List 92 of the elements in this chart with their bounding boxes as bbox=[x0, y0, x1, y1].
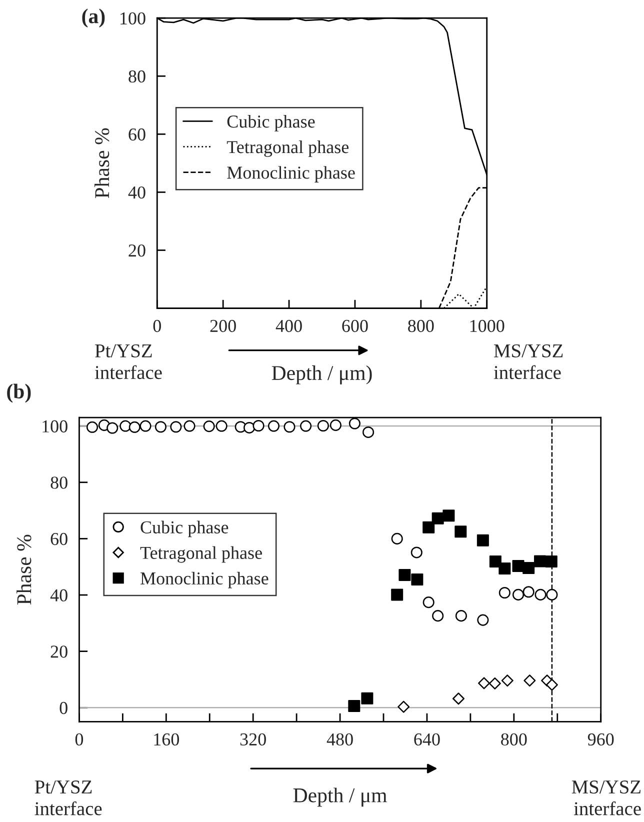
point bbox=[454, 526, 467, 538]
y-tick-label: 20 bbox=[128, 244, 146, 257]
x-tick-label: 320 bbox=[240, 733, 266, 746]
point bbox=[545, 555, 558, 568]
point bbox=[154, 421, 166, 433]
x-tick-label: 0 bbox=[75, 733, 84, 746]
y-tick-label: 100 bbox=[42, 420, 68, 432]
y-tick-label: 40 bbox=[128, 186, 146, 199]
point bbox=[524, 674, 536, 687]
legend-label: Cubic phase bbox=[140, 520, 228, 538]
point bbox=[489, 555, 502, 568]
y-axis-title: Phase % bbox=[16, 534, 32, 605]
legend-label: Cubic phase bbox=[227, 114, 315, 132]
point bbox=[361, 692, 374, 704]
point bbox=[244, 422, 256, 434]
point bbox=[268, 420, 280, 432]
point bbox=[184, 420, 196, 432]
point bbox=[170, 421, 182, 433]
point bbox=[477, 614, 489, 626]
x-tick-label: 160 bbox=[154, 733, 180, 746]
x-axis-title: Depth / μm bbox=[293, 788, 387, 807]
point bbox=[478, 677, 490, 690]
point bbox=[216, 420, 228, 432]
point bbox=[106, 422, 118, 434]
point bbox=[330, 419, 342, 431]
text: MS/YSZ interface bbox=[572, 780, 641, 816]
y-tick-label: 100 bbox=[120, 12, 146, 25]
text: Pt/YSZ interface bbox=[34, 780, 102, 816]
x-tick-label: 0 bbox=[153, 320, 161, 332]
point bbox=[512, 588, 524, 600]
y-tick-label: 20 bbox=[50, 646, 68, 658]
x-tick-label: 600 bbox=[342, 320, 368, 332]
x-tick-label: 960 bbox=[588, 733, 614, 746]
x-tick-label: 640 bbox=[414, 733, 440, 746]
legend-label: Tetragonal phase bbox=[140, 546, 262, 563]
x-tick-label: 800 bbox=[408, 320, 434, 332]
point bbox=[120, 420, 132, 432]
y-tick-label: 60 bbox=[128, 128, 146, 141]
y-tick-label: 80 bbox=[128, 70, 146, 83]
x-tick-label: 1000 bbox=[470, 320, 504, 332]
y-tick-label: 0 bbox=[60, 702, 68, 714]
point bbox=[362, 426, 374, 438]
y-tick-label: 60 bbox=[50, 532, 68, 546]
point bbox=[348, 700, 360, 712]
point bbox=[498, 562, 511, 575]
point bbox=[398, 568, 411, 581]
point bbox=[128, 421, 140, 433]
point bbox=[411, 574, 424, 586]
point bbox=[455, 610, 467, 622]
point bbox=[203, 420, 215, 432]
chart-title: (a) bbox=[82, 8, 105, 28]
point bbox=[488, 677, 501, 690]
point bbox=[498, 586, 510, 599]
point bbox=[442, 510, 455, 522]
point bbox=[422, 596, 434, 608]
point bbox=[422, 521, 435, 534]
x-tick-label: 480 bbox=[326, 733, 353, 746]
x-tick-label: 800 bbox=[501, 733, 527, 746]
point bbox=[398, 700, 410, 713]
point bbox=[476, 534, 489, 546]
point bbox=[317, 420, 329, 432]
legend-label: Monoclinic phase bbox=[227, 166, 355, 182]
point bbox=[522, 586, 534, 598]
point bbox=[432, 512, 444, 524]
x-axis-title: Depth / μm) bbox=[272, 365, 372, 384]
chart-title: (b) bbox=[7, 384, 31, 403]
text: MS/YSZ interface bbox=[494, 344, 563, 380]
point bbox=[534, 588, 546, 600]
point bbox=[252, 420, 264, 432]
point bbox=[300, 420, 312, 432]
point bbox=[534, 555, 546, 568]
legend-label: Tetragonal phase bbox=[226, 140, 349, 157]
point bbox=[522, 562, 535, 574]
point bbox=[284, 421, 296, 433]
point bbox=[391, 588, 404, 601]
point bbox=[452, 692, 464, 705]
point bbox=[501, 674, 514, 687]
x-tick-label: 400 bbox=[276, 320, 302, 332]
text: Pt/YSZ interface bbox=[94, 344, 162, 380]
point bbox=[391, 532, 403, 544]
point bbox=[86, 421, 98, 433]
point bbox=[546, 678, 558, 691]
y-tick-label: 80 bbox=[50, 476, 68, 489]
y-axis-title: Phase % bbox=[94, 128, 110, 198]
point bbox=[432, 610, 444, 622]
point bbox=[546, 588, 558, 600]
point bbox=[410, 546, 422, 558]
legend-label: Monoclinic phase bbox=[140, 572, 268, 588]
x-tick-label: 200 bbox=[210, 320, 236, 332]
point bbox=[140, 420, 152, 432]
y-tick-label: 40 bbox=[50, 589, 68, 602]
point bbox=[348, 418, 360, 430]
